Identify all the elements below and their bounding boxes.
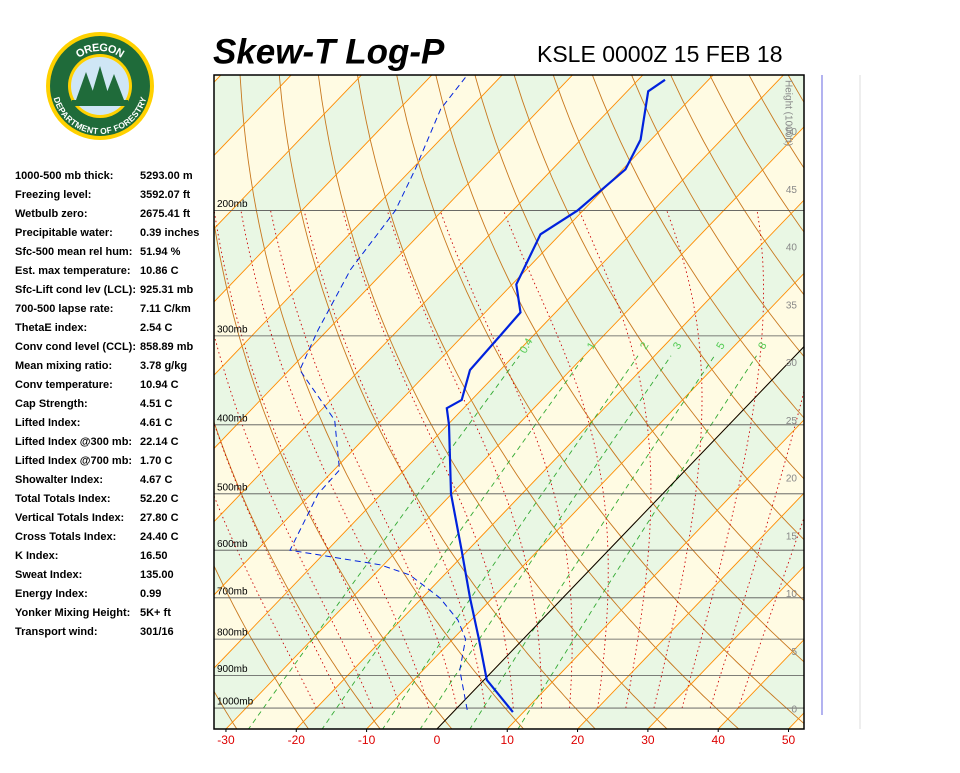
logo-ground — [72, 100, 128, 106]
stat-value: 858.89 mb — [140, 341, 193, 353]
stat-value: 4.61 C — [140, 417, 172, 429]
dry-adiabat — [929, 53, 960, 738]
dry-adiabat — [853, 53, 960, 738]
y-tick-label: 1000mb — [217, 697, 254, 708]
stat-label: Freezing level: — [15, 189, 91, 201]
stat-value: 5293.00 m — [140, 170, 193, 182]
x-tick-label: 30 — [641, 733, 655, 747]
stat-label: Total Totals Index: — [15, 493, 111, 505]
stat-label: Mean mixing ratio: — [15, 360, 112, 372]
stat-label: Wetbulb zero: — [15, 208, 88, 220]
stat-value: 0.99 — [140, 588, 161, 600]
y-tick-label: 900mb — [217, 664, 248, 675]
stat-label: Lifted Index @700 mb: — [15, 455, 132, 467]
isotherm-band — [780, 53, 960, 738]
stat-value: 24.40 C — [140, 531, 179, 543]
height-tick-label: 30 — [786, 358, 798, 369]
stat-label: Showalter Index: — [15, 474, 103, 486]
stat-label: Sweat Index: — [15, 569, 82, 581]
stat-label: Conv temperature: — [15, 379, 113, 391]
stat-label: Energy Index: — [15, 588, 88, 600]
chart-title: Skew-T Log-P — [213, 32, 445, 71]
y-tick-label: 300mb — [217, 325, 248, 336]
stat-value: 4.51 C — [140, 398, 172, 410]
height-tick-label: 15 — [786, 531, 798, 542]
stat-value: 5K+ ft — [140, 607, 171, 619]
stat-label: Cap Strength: — [15, 398, 88, 410]
stat-label: Transport wind: — [15, 626, 98, 638]
stat-label: Lifted Index: — [15, 417, 80, 429]
stat-label: Cross Totals Index: — [15, 531, 116, 543]
stat-value: 7.11 C/km — [140, 303, 191, 315]
stat-value: 16.50 — [140, 550, 168, 562]
stat-label: Est. max temperature: — [15, 265, 131, 277]
stat-value: 27.80 C — [140, 512, 179, 524]
stat-label: Sfc-500 mean rel hum: — [15, 246, 132, 258]
x-tick-label: -20 — [288, 733, 306, 747]
stat-value: 4.67 C — [140, 474, 172, 486]
stat-label: 700-500 lapse rate: — [15, 303, 113, 315]
stat-label: Precipitable water: — [15, 227, 113, 239]
stat-value: 135.00 — [140, 569, 174, 581]
stat-value: 10.94 C — [140, 379, 179, 391]
wind-strip — [822, 75, 860, 729]
x-tick-label: 0 — [434, 733, 441, 747]
stat-label: Conv cond level (CCL): — [15, 341, 136, 353]
stat-value: 3.78 g/kg — [140, 360, 187, 372]
stat-value: 52.20 C — [140, 493, 179, 505]
isotherm — [780, 53, 960, 738]
x-tick-label: -10 — [358, 733, 376, 747]
y-tick-label: 700mb — [217, 586, 248, 597]
stat-label: K Index: — [15, 550, 58, 562]
y-tick-label: 200mb — [217, 199, 248, 210]
height-tick-label: 40 — [786, 243, 798, 254]
stat-label: Yonker Mixing Height: — [15, 607, 130, 619]
stat-label: ThetaE index: — [15, 322, 87, 334]
stat-label: Lifted Index @300 mb: — [15, 436, 132, 448]
stat-value: 2675.41 ft — [140, 208, 190, 220]
chart-subtitle: KSLE 0000Z 15 FEB 18 — [537, 41, 783, 67]
height-tick-label: 25 — [786, 416, 798, 427]
height-axis-label: Height (1000ft) — [782, 80, 793, 146]
y-tick-label: 800mb — [217, 628, 248, 639]
y-tick-label: 500mb — [217, 482, 248, 493]
stat-value: 1.70 C — [140, 455, 172, 467]
x-tick-label: 40 — [712, 733, 726, 747]
x-tick-label: -30 — [217, 733, 235, 747]
height-tick-label: 5 — [791, 647, 797, 658]
height-tick-label: 45 — [786, 185, 798, 196]
x-tick-label: 50 — [782, 733, 796, 747]
stat-value: 0.39 inches — [140, 227, 199, 239]
height-tick-label: 35 — [786, 300, 798, 311]
height-tick-label: 10 — [786, 589, 798, 600]
stat-value: 51.94 % — [140, 246, 181, 258]
logo: OREGON DEPARTMENT OF FORESTRY — [46, 32, 154, 140]
isotherm — [851, 53, 960, 738]
y-tick-label: 400mb — [217, 413, 248, 424]
y-tick-label: 600mb — [217, 539, 248, 550]
stat-label: 1000-500 mb thick: — [15, 170, 113, 182]
stat-value: 2.54 C — [140, 322, 172, 334]
x-tick-label: 10 — [501, 733, 515, 747]
stat-value: 22.14 C — [140, 436, 179, 448]
x-tick-label: 20 — [571, 733, 585, 747]
height-tick-label: 20 — [786, 474, 798, 485]
stat-label: Vertical Totals Index: — [15, 512, 124, 524]
stat-value: 301/16 — [140, 626, 174, 638]
dry-adiabat — [891, 53, 960, 738]
stat-value: 3592.07 ft — [140, 189, 190, 201]
dry-adiabat — [814, 53, 960, 738]
stat-value: 925.31 mb — [140, 284, 193, 296]
stat-value: 10.86 C — [140, 265, 179, 277]
stats-table: 1000-500 mb thick: 5293.00 m Freezing leve… — [15, 170, 199, 638]
height-tick-label: 0 — [791, 705, 797, 716]
stat-label: Sfc-Lift cond lev (LCL): — [15, 284, 136, 296]
